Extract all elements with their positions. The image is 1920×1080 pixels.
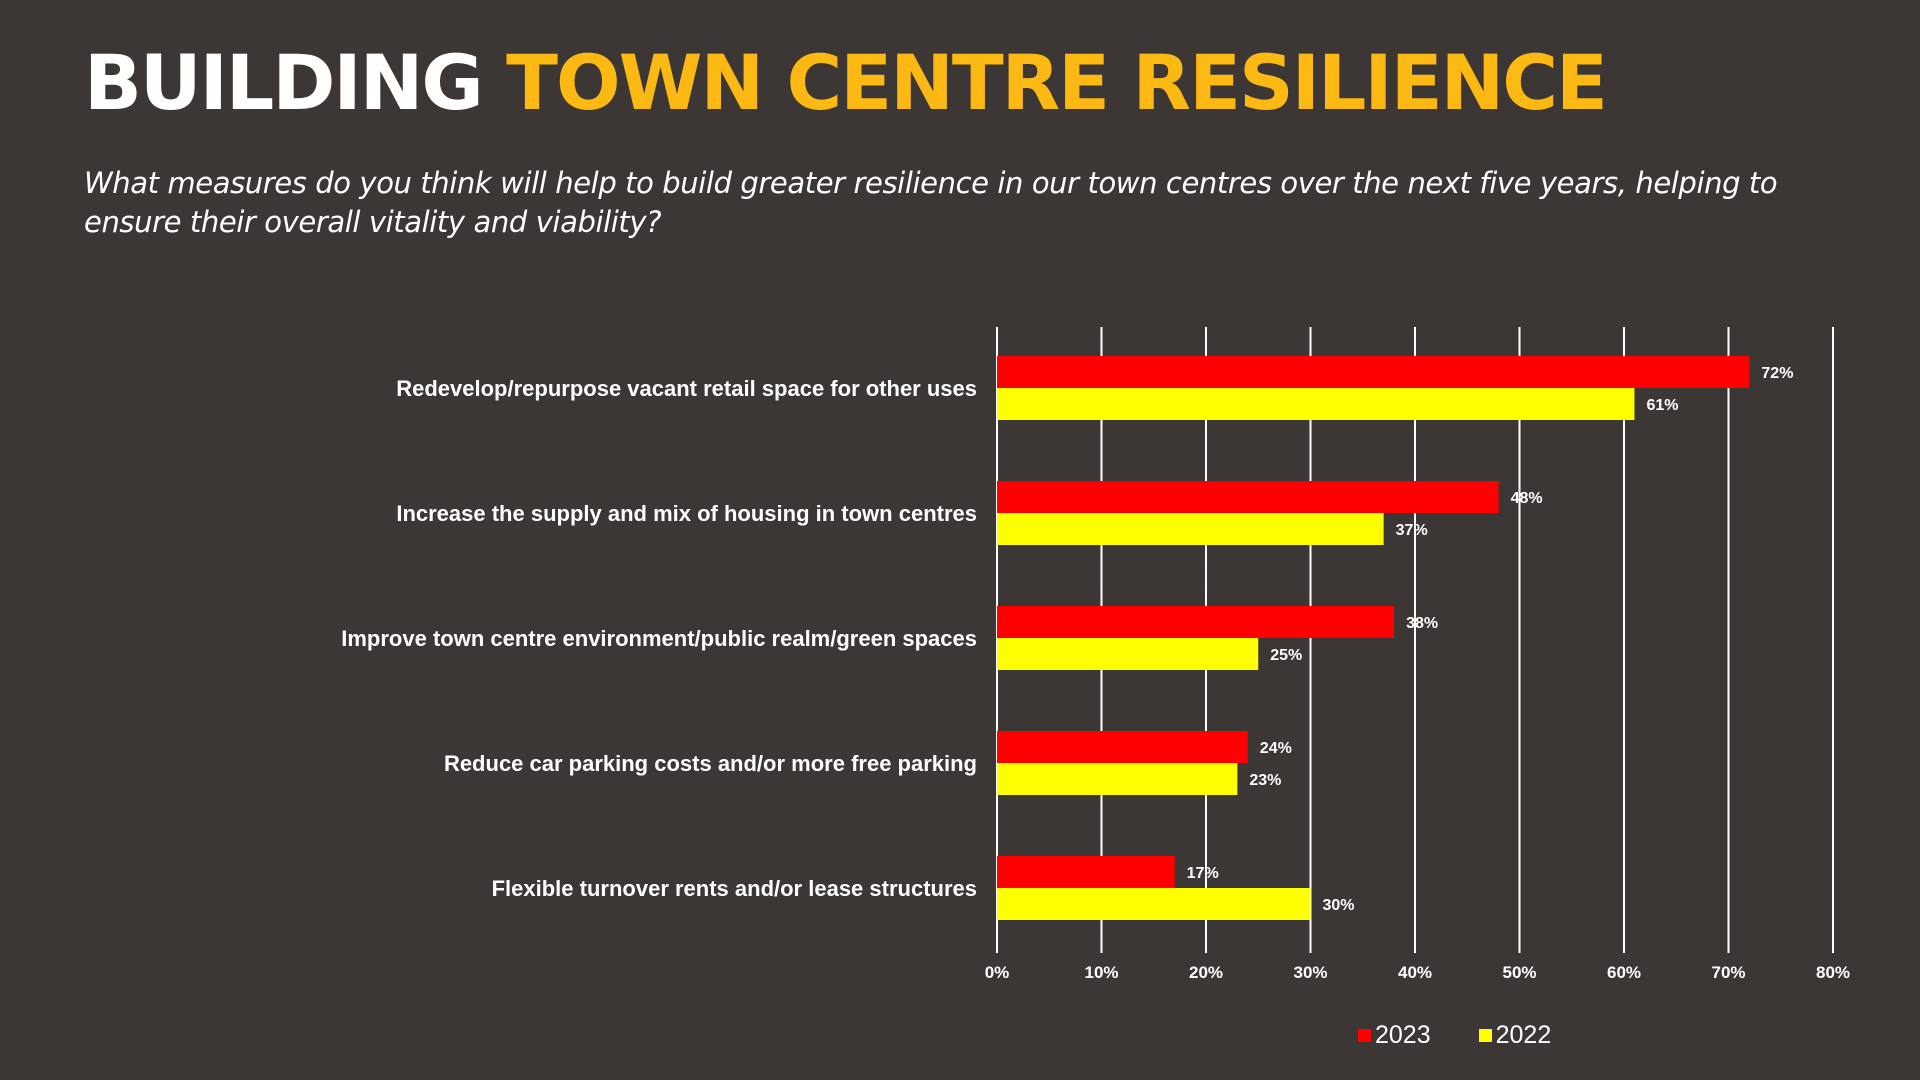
survey-question: What measures do you think will help to … xyxy=(84,166,1778,239)
x-tick-label: 50% xyxy=(1502,963,1536,982)
x-tick-label: 80% xyxy=(1816,963,1850,982)
chart-legend: 2023 2022 xyxy=(1358,1020,1551,1050)
x-tick-label: 70% xyxy=(1711,963,1745,982)
data-label: 37% xyxy=(1396,522,1428,539)
category-labels: Redevelop/repurpose vacant retail space … xyxy=(341,376,977,901)
data-label: 25% xyxy=(1270,647,1302,664)
x-tick-label: 0% xyxy=(985,963,1010,982)
bar-2022-2 xyxy=(997,638,1259,670)
bars xyxy=(997,356,1750,920)
legend-label: 2023 xyxy=(1375,1021,1431,1049)
category-label: Increase the supply and mix of housing i… xyxy=(396,501,977,526)
page-title: BUILDING TOWN CENTRE RESILIENCE xyxy=(84,28,1608,138)
bar-2022-3 xyxy=(997,763,1238,795)
x-tick-label: 60% xyxy=(1607,963,1641,982)
title-part-2: TOWN CENTRE RESILIENCE xyxy=(506,38,1608,127)
bar-2023-2 xyxy=(997,606,1395,638)
data-label: 48% xyxy=(1511,490,1543,507)
legend-swatch xyxy=(1358,1028,1371,1042)
data-label: 23% xyxy=(1249,772,1281,789)
category-label: Reduce car parking costs and/or more fre… xyxy=(444,751,977,776)
x-tick-label: 20% xyxy=(1189,963,1223,982)
data-label: 24% xyxy=(1260,740,1292,757)
bar-2022-1 xyxy=(997,513,1384,545)
bar-2023-4 xyxy=(997,856,1175,888)
data-labels: 72% 61% 48% 37% 38% 25% 24% 23% 17% 30% xyxy=(1187,365,1794,914)
data-label: 38% xyxy=(1406,615,1438,632)
data-label: 17% xyxy=(1187,865,1219,882)
category-label: Redevelop/repurpose vacant retail space … xyxy=(396,376,977,401)
category-label: Flexible turnover rents and/or lease str… xyxy=(492,876,977,901)
legend-label: 2022 xyxy=(1495,1021,1552,1049)
legend-item-2023: 2023 xyxy=(1358,1020,1431,1050)
data-label: 30% xyxy=(1323,897,1355,914)
x-tick-label: 10% xyxy=(1084,963,1118,982)
x-tick-label: 30% xyxy=(1293,963,1327,982)
title-part-1: BUILDING xyxy=(84,38,484,127)
x-tick-label: 40% xyxy=(1398,963,1432,982)
bar-2022-4 xyxy=(997,888,1311,920)
data-label: 72% xyxy=(1761,365,1793,382)
bar-2023-3 xyxy=(997,731,1248,763)
bar-2023-1 xyxy=(997,481,1499,513)
data-label: 61% xyxy=(1646,397,1678,414)
bar-2022-0 xyxy=(997,388,1635,420)
x-axis-tick-labels: 0% 10% 20% 30% 40% 50% 60% 70% 80% xyxy=(985,963,1850,982)
legend-item-2022: 2022 xyxy=(1478,1020,1552,1050)
legend-swatch xyxy=(1478,1028,1492,1042)
bar-2023-0 xyxy=(997,356,1750,388)
category-label: Improve town centre environment/public r… xyxy=(341,626,977,651)
